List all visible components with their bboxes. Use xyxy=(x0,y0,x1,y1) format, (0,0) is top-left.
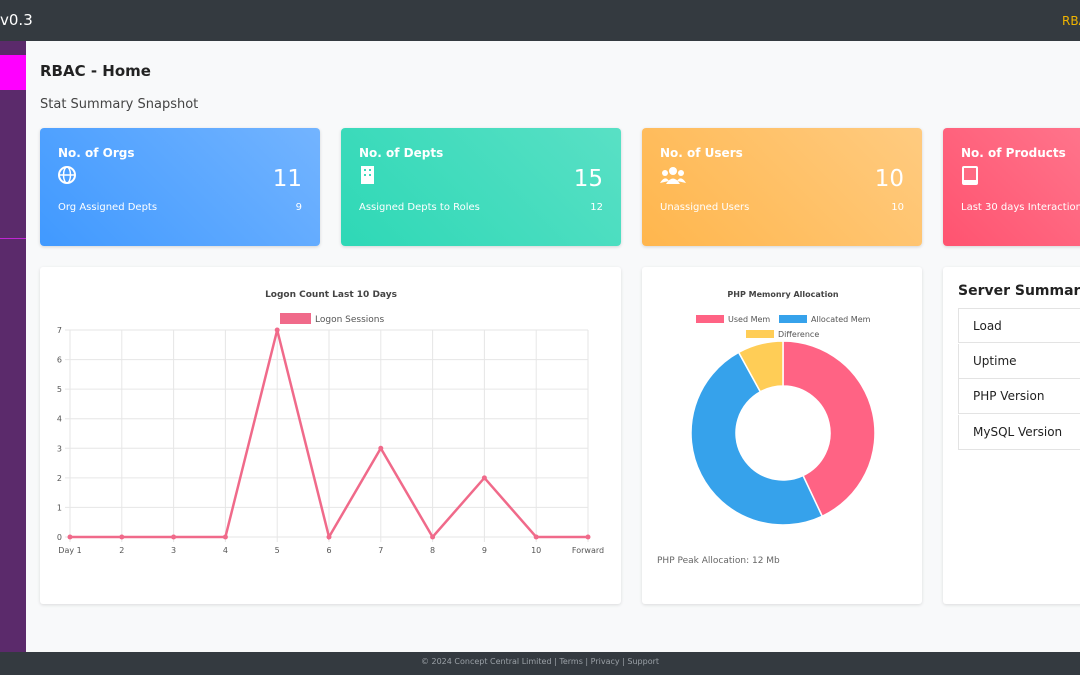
stat-card[interactable]: No. of Orgs 11 Org Assigned Depts 9 xyxy=(40,128,320,246)
x-tick-label: Day 1 xyxy=(58,546,81,555)
chart-title: Logon Count Last 10 Days xyxy=(265,290,397,300)
point xyxy=(430,534,436,540)
x-tick-label: 3 xyxy=(171,546,176,555)
server-summary-panel: Server Summary Load Uptime PHP Version M… xyxy=(943,267,1080,604)
sidebar-active-item[interactable] xyxy=(0,55,26,90)
point xyxy=(585,534,591,540)
x-tick-label: 7 xyxy=(378,546,383,555)
server-summary-title: Server Summary xyxy=(958,283,1080,299)
server-row: MySQL Version xyxy=(958,415,1080,450)
point xyxy=(171,534,177,540)
server-row: Load xyxy=(958,308,1080,343)
point xyxy=(67,534,73,540)
chart-note: PHP Peak Allocation: 12 Mb xyxy=(657,556,780,566)
users-icon xyxy=(660,167,686,184)
legend-swatch xyxy=(280,313,311,324)
top-bar xyxy=(0,0,1080,41)
card-sub-label: Org Assigned Depts xyxy=(58,202,158,213)
point xyxy=(119,534,125,540)
building-icon xyxy=(361,166,374,184)
x-tick-label: 8 xyxy=(430,546,435,555)
card-title: No. of Products xyxy=(961,146,1066,160)
chart-title: PHP Memonry Allocation xyxy=(727,290,838,299)
point xyxy=(274,327,280,333)
x-tick-label: Forward xyxy=(572,546,604,555)
x-tick-label: 4 xyxy=(223,546,228,555)
user-menu[interactable]: RBAC xyxy=(1062,14,1080,28)
card-sub-value: 9 xyxy=(295,202,302,213)
card-value: 11 xyxy=(272,166,302,192)
y-tick-label: 4 xyxy=(57,415,62,424)
stat-card[interactable]: No. of Users 10 Unassigned Users 10 xyxy=(642,128,922,246)
page-subtitle: Stat Summary Snapshot xyxy=(40,97,199,112)
y-tick-label: 3 xyxy=(57,444,62,453)
legend-label: Logon Sessions xyxy=(315,315,384,325)
legend-swatch xyxy=(779,315,807,323)
legend-swatch xyxy=(746,330,774,338)
sidebar xyxy=(0,41,26,652)
footer: © 2024 Concept Central Limited | Terms |… xyxy=(0,652,1080,675)
card-title: No. of Users xyxy=(660,146,743,160)
stat-card[interactable]: No. of Products Last 30 days Interaction xyxy=(943,128,1080,246)
legend-swatch xyxy=(696,315,724,323)
card-sub-value: 10 xyxy=(891,202,904,213)
x-tick-label: 10 xyxy=(531,546,541,555)
y-tick-label: 0 xyxy=(57,533,62,542)
y-tick-label: 5 xyxy=(57,385,62,394)
globe-icon xyxy=(58,166,76,184)
legend-label: Difference xyxy=(778,330,819,339)
stat-card[interactable]: No. of Depts 15 Assigned Depts to Roles … xyxy=(341,128,621,246)
x-tick-label: 5 xyxy=(275,546,280,555)
legend-label: Allocated Mem xyxy=(811,315,871,324)
y-tick-label: 7 xyxy=(57,326,62,335)
y-tick-label: 2 xyxy=(57,474,62,483)
card-sub-label: Assigned Depts to Roles xyxy=(359,202,480,213)
doughnut-slice xyxy=(690,351,824,526)
point xyxy=(481,475,487,481)
line-chart-panel xyxy=(40,267,621,604)
x-tick-label: 2 xyxy=(119,546,124,555)
page-title: RBAC - Home xyxy=(40,62,151,80)
doughnut-slice xyxy=(737,340,784,393)
card-sub-label: Last 30 days Interaction xyxy=(961,202,1080,213)
x-tick-label: 9 xyxy=(482,546,487,555)
card-sub-value: 12 xyxy=(590,202,603,213)
card-title: No. of Orgs xyxy=(58,146,135,160)
brand[interactable]: v0.3 xyxy=(0,11,33,29)
server-row: PHP Version xyxy=(958,379,1080,414)
point xyxy=(326,534,332,540)
tablet-icon xyxy=(962,166,978,185)
charts: Logon Count Last 10 Days Logon Sessions 0 1… xyxy=(57,290,876,566)
point xyxy=(378,445,384,451)
y-tick-label: 6 xyxy=(57,356,62,365)
sidebar-divider xyxy=(0,238,26,239)
doughnut-slice xyxy=(782,340,876,518)
y-tick-label: 1 xyxy=(57,503,62,512)
card-sub-label: Unassigned Users xyxy=(660,202,750,213)
point xyxy=(222,534,228,540)
card-title: No. of Depts xyxy=(359,146,444,160)
point xyxy=(533,534,539,540)
legend-label: Used Mem xyxy=(728,315,770,324)
x-tick-label: 6 xyxy=(326,546,331,555)
card-value: 15 xyxy=(573,166,603,192)
card-value: 10 xyxy=(874,166,904,192)
server-row: Uptime xyxy=(958,344,1080,379)
